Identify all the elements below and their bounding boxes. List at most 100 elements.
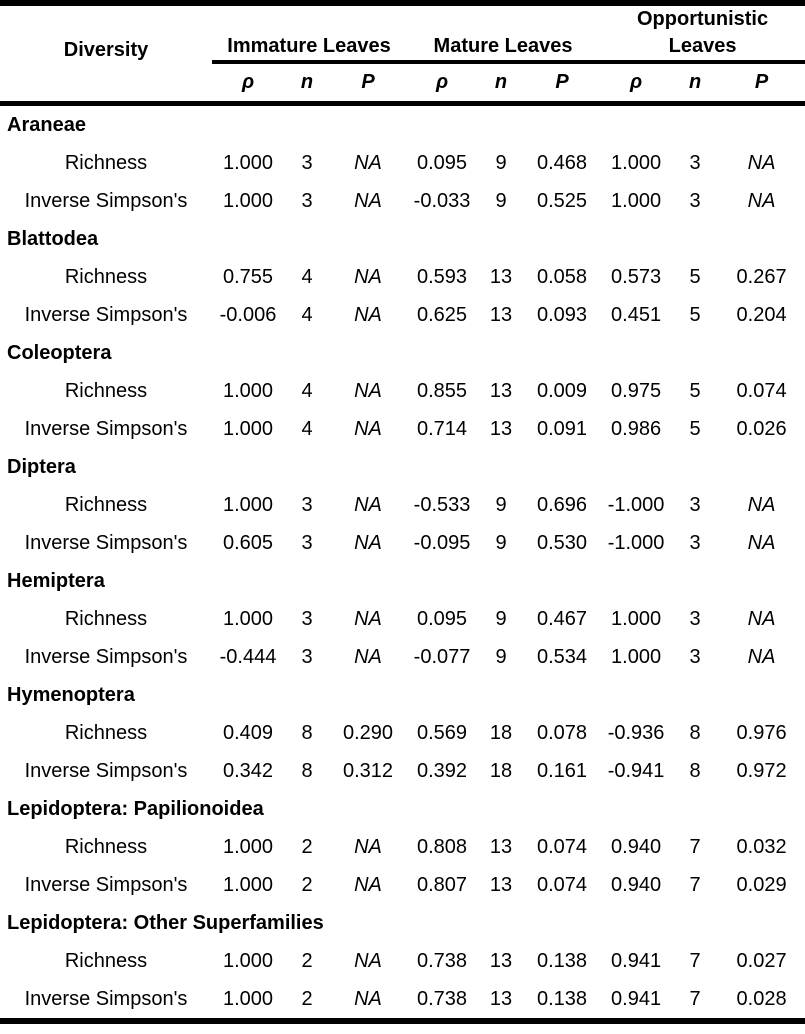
stat-value-cell: -0.444 (219, 645, 277, 668)
stat-value-cell: 1.000 (222, 417, 274, 440)
stat-value-cell: 0.569 (416, 721, 468, 744)
stat-value-cell: 3 (689, 645, 701, 668)
section-header-row: Blattodea (0, 220, 805, 258)
stat-value-cell: 13 (489, 417, 513, 440)
stat-value-cell: 0.755 (222, 265, 274, 288)
stat-value-cell: 0.032 (736, 835, 787, 858)
stat-value-cell: 13 (489, 303, 513, 326)
stat-value-cell: NA (747, 645, 776, 668)
stat-value-cell: 7 (689, 873, 701, 896)
stat-value-cell: 0.976 (736, 721, 787, 744)
empty-header-cell (0, 62, 212, 106)
rho-header-mature: ρ (406, 62, 479, 106)
stat-value-cell: 1.000 (222, 189, 274, 212)
stat-value-cell: -1.000 (607, 531, 665, 554)
row-label: Inverse Simpson's (24, 873, 188, 896)
stat-value-cell: 3 (301, 151, 313, 174)
stat-value-cell: 3 (301, 531, 313, 554)
stat-value-cell: 0.941 (611, 949, 662, 972)
section-header-row: Coleoptera (0, 334, 805, 372)
stat-value-cell: 1.000 (222, 607, 274, 630)
p-header-immature: P (330, 62, 407, 106)
stat-value-cell: -0.095 (413, 531, 471, 554)
section-header-row: Hemiptera (0, 562, 805, 600)
table-row: Inverse Simpson's 1.000 4 NA 0.714 13 0.091 0.9… (0, 410, 805, 448)
stat-value-cell: 9 (495, 493, 507, 516)
section-name: Lepidoptera: Other Superfamilies (7, 911, 324, 934)
row-label: Inverse Simpson's (24, 417, 188, 440)
stat-value-cell: 1.000 (611, 151, 662, 174)
stat-value-cell: 0.409 (222, 721, 274, 744)
stat-value-cell: NA (354, 151, 382, 174)
table-row: Richness 1.000 3 NA 0.095 9 0.468 1.000 3 NA (0, 144, 805, 182)
stat-value-cell: NA (354, 303, 382, 326)
stat-value-cell: 1.000 (611, 189, 662, 212)
stat-value-cell: NA (354, 835, 382, 858)
stat-value-cell: -0.936 (607, 721, 665, 744)
stat-value-cell: NA (747, 531, 776, 554)
group-header-line: Opportunistic (636, 8, 769, 30)
stat-value-cell: 0.392 (416, 759, 468, 782)
stat-value-cell: 8 (301, 759, 313, 782)
n-header-mature: n (478, 62, 525, 106)
stat-value-cell: 4 (301, 379, 313, 402)
stat-value-cell: 0.027 (736, 949, 787, 972)
stat-value-cell: NA (354, 379, 382, 402)
stat-value-cell: NA (354, 493, 382, 516)
stat-value-cell: 0.290 (342, 721, 394, 744)
stat-value-cell: 13 (489, 835, 513, 858)
table-row: Inverse Simpson's -0.444 3 NA -0.077 9 0.534 1.… (0, 638, 805, 676)
table-row: Inverse Simpson's 1.000 2 NA 0.807 13 0.074 0.9… (0, 866, 805, 904)
stat-value-cell: NA (354, 607, 382, 630)
section-header-row: Araneae (0, 104, 805, 145)
stat-value-cell: 5 (689, 417, 701, 440)
stat-value-cell: 3 (689, 189, 701, 212)
stat-value-cell: 2 (301, 987, 313, 1010)
stat-value-cell: 7 (689, 835, 701, 858)
stat-value-cell: 0.605 (222, 531, 274, 554)
stat-value-cell: 0.738 (416, 949, 468, 972)
stat-value-cell: 1.000 (611, 645, 662, 668)
section-name: Lepidoptera: Papilionoidea (7, 797, 264, 820)
section-name: Hemiptera (7, 569, 105, 592)
stat-value-cell: 0.074 (537, 835, 588, 858)
section-name: Blattodea (7, 227, 99, 250)
stat-value-cell: 3 (301, 189, 313, 212)
stat-value-cell: 3 (689, 151, 701, 174)
stat-value-cell: 3 (301, 645, 313, 668)
stat-value-cell: 13 (489, 987, 513, 1010)
stat-value-cell: 1.000 (222, 493, 274, 516)
stat-value-cell: 0.074 (736, 379, 787, 402)
stat-value-cell: 0.093 (537, 303, 588, 326)
stat-value-cell: 9 (495, 189, 507, 212)
stat-value-cell: -0.033 (413, 189, 471, 212)
stat-value-cell: 2 (301, 873, 313, 896)
stat-value-cell: NA (354, 417, 382, 440)
stat-value-cell: 13 (489, 379, 513, 402)
stat-value-cell: 2 (301, 949, 313, 972)
stat-value-cell: 0.941 (611, 987, 662, 1010)
stat-value-cell: 0.161 (537, 759, 588, 782)
stat-value-cell: NA (747, 189, 776, 212)
stat-value-cell: 0.095 (416, 607, 468, 630)
stat-value-cell: NA (354, 189, 382, 212)
stat-value-cell: 9 (495, 607, 507, 630)
rho-header-immature: ρ (212, 62, 284, 106)
stat-value-cell: 5 (689, 265, 701, 288)
stat-value-cell: 1.000 (222, 873, 274, 896)
section-name: Diptera (7, 455, 76, 478)
stat-value-cell: 0.451 (611, 303, 662, 326)
table-row: Inverse Simpson's 1.000 2 NA 0.738 13 0.138 0.9… (0, 980, 805, 1021)
stat-value-cell: 2 (301, 835, 313, 858)
stat-value-cell: 1.000 (611, 607, 662, 630)
row-label: Richness (64, 379, 148, 402)
stat-value-cell: 1.000 (222, 987, 274, 1010)
table-row: Richness 1.000 2 NA 0.738 13 0.138 0.941 7 0.027 (0, 942, 805, 980)
stat-value-cell: 0.940 (611, 835, 662, 858)
stat-value-cell: -0.533 (413, 493, 471, 516)
stat-value-cell: -1.000 (607, 493, 665, 516)
stat-value-cell: 0.028 (736, 987, 787, 1010)
stat-value-cell: 0.058 (537, 265, 588, 288)
row-label: Inverse Simpson's (24, 987, 188, 1010)
group-header-line: Mature Leaves (433, 35, 573, 57)
